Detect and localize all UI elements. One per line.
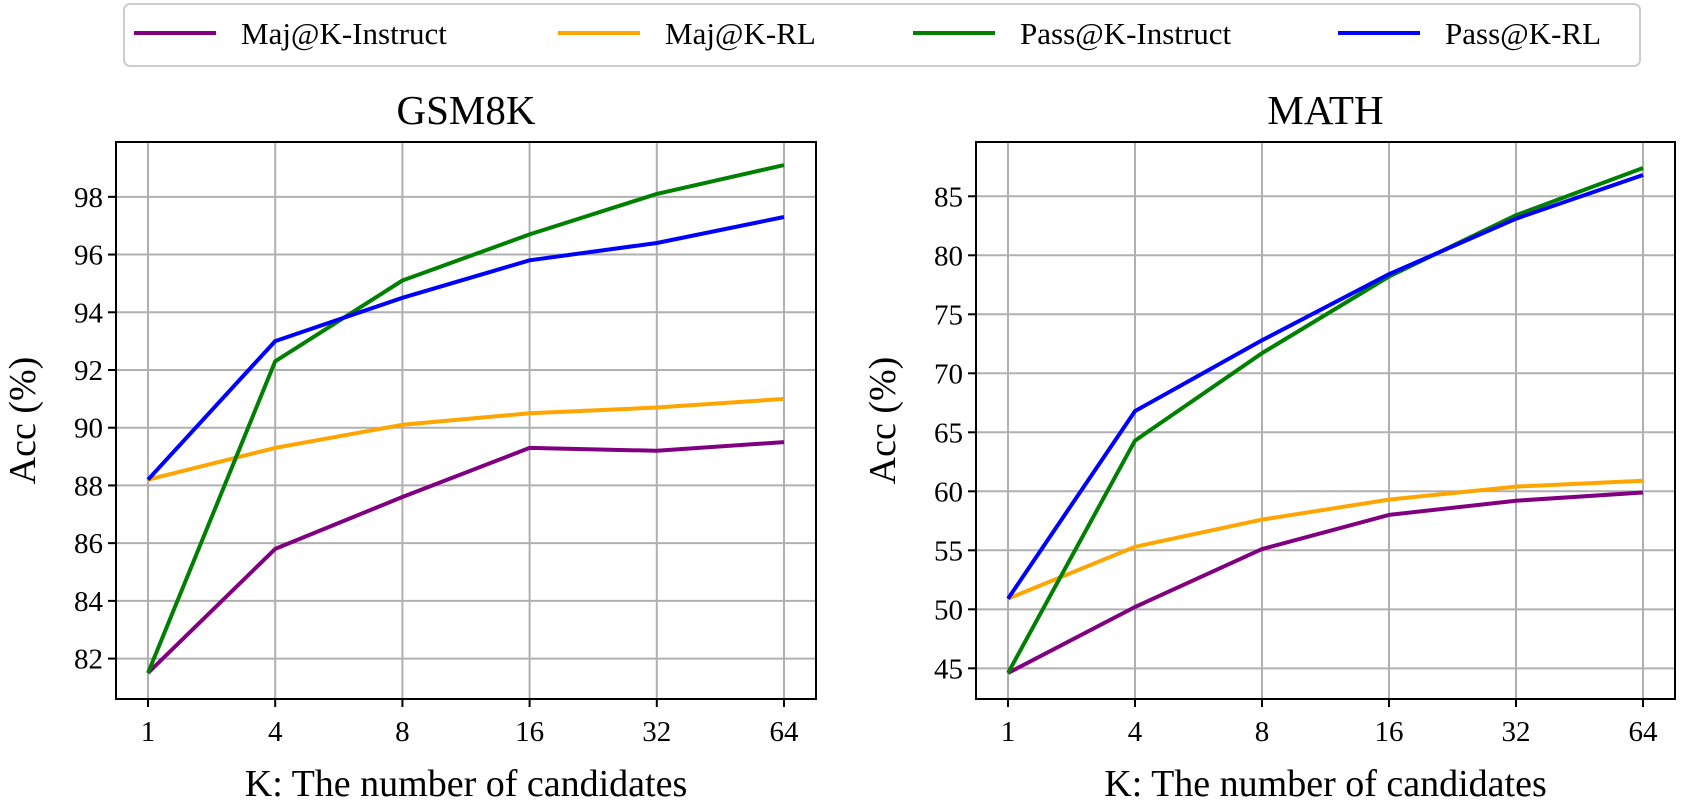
legend-label-2: Pass@K-Instruct bbox=[1020, 16, 1231, 51]
x-tick-label: 8 bbox=[395, 716, 410, 748]
series-line-3 bbox=[1006, 173, 1644, 600]
series-line-2 bbox=[1006, 166, 1644, 674]
series-line-1 bbox=[147, 396, 785, 482]
y-tick-label: 55 bbox=[934, 535, 963, 567]
x-tick-label: 1 bbox=[1001, 716, 1016, 748]
series-line-2 bbox=[146, 163, 785, 674]
series-line-0 bbox=[1007, 490, 1644, 675]
y-tick-label: 84 bbox=[74, 586, 104, 618]
panel-math: 1 4 8 16 32 64 45 50 55 60 65 70 75 80 85 MATH K: The nu… bbox=[862, 87, 1676, 801]
series-line-3 bbox=[146, 215, 785, 482]
x-tick-label: 16 bbox=[1375, 716, 1404, 748]
y-tick-label: 92 bbox=[74, 355, 103, 387]
x-tick-label: 4 bbox=[1128, 716, 1143, 748]
series-line-1 bbox=[1007, 478, 1644, 601]
y-tick-label: 96 bbox=[74, 240, 103, 272]
y-tick-label: 82 bbox=[74, 644, 103, 676]
legend: Maj@K-Instruct Maj@K-RL Pass@K-Instruct Pas… bbox=[123, 3, 1641, 67]
panel-gsm8k: 1 4 8 16 32 64 82 84 86 88 90 92 94 96 98 GSM8K K: The n… bbox=[2, 87, 817, 801]
x-tick-label: 64 bbox=[770, 716, 800, 748]
y-tick-label: 45 bbox=[934, 653, 963, 685]
x-tick-label: 32 bbox=[1502, 716, 1531, 748]
panel-title: GSM8K bbox=[397, 87, 536, 133]
x-tick-label: 32 bbox=[642, 716, 671, 748]
y-tick-label: 98 bbox=[74, 182, 103, 214]
panel-title: MATH bbox=[1267, 87, 1383, 133]
x-tick-label: 4 bbox=[268, 716, 283, 748]
y-tick-label: 86 bbox=[74, 528, 103, 560]
y-tick-label: 65 bbox=[934, 417, 963, 449]
y-tick-label: 90 bbox=[74, 413, 103, 445]
x-tick-label: 1 bbox=[141, 716, 156, 748]
legend-box bbox=[123, 3, 1641, 67]
x-tick-label: 16 bbox=[515, 716, 544, 748]
x-axis-label: K: The number of candidates bbox=[245, 763, 688, 801]
legend-label-0: Maj@K-Instruct bbox=[241, 16, 447, 51]
y-tick-label: 60 bbox=[934, 476, 963, 508]
x-axis-label: K: The number of candidates bbox=[1104, 763, 1547, 801]
legend-label-3: Pass@K-RL bbox=[1445, 16, 1601, 51]
y-tick-label: 75 bbox=[934, 299, 963, 331]
legend-label-1: Maj@K-RL bbox=[665, 16, 816, 51]
y-tick-label: 50 bbox=[934, 594, 963, 626]
plot-frame bbox=[115, 141, 817, 700]
y-tick-label: 70 bbox=[934, 358, 963, 390]
series-line-0 bbox=[146, 440, 785, 675]
plot-frame bbox=[975, 141, 1676, 700]
y-tick-label: 80 bbox=[934, 240, 963, 272]
y-tick-label: 88 bbox=[74, 470, 103, 502]
y-axis-label: Acc (%) bbox=[862, 357, 904, 485]
y-axis-label: Acc (%) bbox=[2, 357, 44, 485]
y-tick-label: 85 bbox=[934, 181, 963, 213]
x-tick-label: 64 bbox=[1629, 716, 1659, 748]
x-tick-label: 8 bbox=[1255, 716, 1270, 748]
y-tick-label: 94 bbox=[74, 297, 104, 329]
